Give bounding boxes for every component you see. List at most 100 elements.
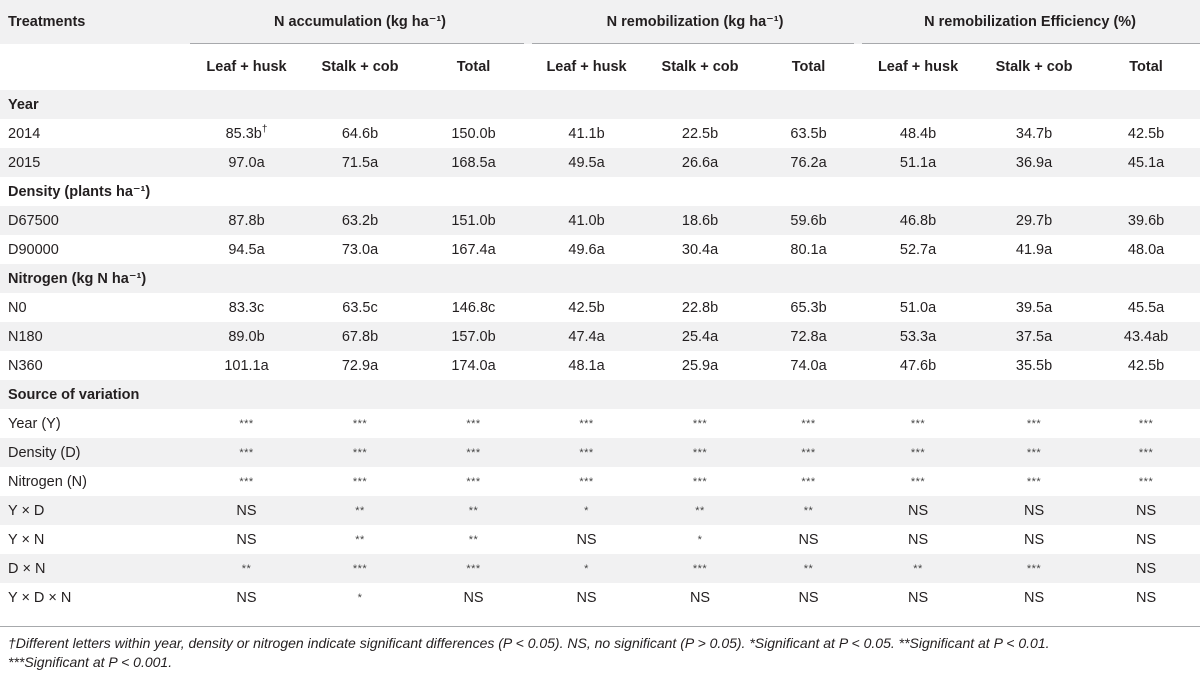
footnote-line-1: †Different letters within year, density …	[8, 635, 1050, 651]
data-table: Treatments N accumulation (kg ha⁻¹) N re…	[0, 0, 1200, 606]
table-cell: 157.0b	[451, 328, 496, 345]
table-row: 2015 97.0a 71.5a 168.5a 49.5a 26.6a 76.2a 51.1a…	[0, 148, 1200, 177]
table-row: N0 83.3c 63.5c 146.8c 42.5b 22.8b 65.3b 51.0a 39…	[0, 293, 1200, 322]
table-cell: 72.9a	[341, 357, 379, 374]
table-cell: 25.9a	[681, 357, 719, 374]
table-row: Y × N NS ** ** NS * NS NS NS NS	[0, 525, 1200, 554]
table-cell: 146.8c	[451, 299, 496, 316]
bottom-rule	[0, 626, 1200, 627]
table-row: D90000 94.5a 73.0a 167.4a 49.6a 30.4a 80.1a 52.…	[0, 235, 1200, 264]
row-label: N0	[8, 299, 27, 316]
table-cell: ***	[1026, 475, 1042, 488]
table-cell: 47.4a	[568, 328, 605, 345]
table-cell: 42.5b	[1127, 357, 1165, 374]
table-cell: NS	[689, 589, 711, 606]
table-row: D × N ** *** *** * *** ** ** *** NS	[0, 554, 1200, 583]
table-cell: NS	[1023, 531, 1045, 548]
table-cell: NS	[798, 589, 819, 606]
table-cell: 39.5a	[1015, 299, 1053, 316]
table-cell: ***	[579, 417, 594, 430]
section-label: Source of variation	[8, 386, 140, 403]
group-underline	[862, 43, 1200, 44]
section-label: Nitrogen (kg N ha⁻¹)	[8, 270, 147, 287]
subcolumn-header: Leaf + husk	[877, 59, 959, 75]
table-cell: ***	[1026, 446, 1042, 459]
table-cell: ***	[910, 417, 926, 430]
table-row: D67500 87.8b 63.2b 151.0b 41.0b 18.6b 59.6b 46.…	[0, 206, 1200, 235]
table-cell: 167.4a	[451, 241, 496, 258]
table-cell: NS	[798, 531, 819, 548]
table-cell: 83.3c	[228, 299, 265, 316]
footnote: †Different letters within year, density …	[8, 634, 1193, 672]
table-cell: 97.0a	[228, 154, 265, 171]
table-cell: 22.5b	[681, 125, 719, 142]
table-cell: 47.6b	[899, 357, 937, 374]
table-cell: 49.6a	[568, 241, 605, 258]
table-cell: **	[803, 504, 814, 517]
table-cell: *	[584, 562, 589, 575]
section-row: Nitrogen (kg N ha⁻¹)	[0, 264, 1200, 293]
row-label: N360	[8, 357, 43, 374]
table-cell: 63.5b	[790, 125, 827, 142]
footnote-line-2: ***Significant at P < 0.001.	[8, 654, 173, 670]
table-cell: 59.6b	[790, 212, 827, 229]
table-cell: **	[355, 533, 365, 546]
table-cell: ***	[1138, 446, 1154, 459]
table-cell: 39.6b	[1127, 212, 1165, 229]
table-cell: **	[355, 504, 365, 517]
table-row: N360 101.1a 72.9a 174.0a 48.1a 25.9a 74.0a 47.6…	[0, 351, 1200, 380]
table-cell: 36.9a	[1015, 154, 1053, 171]
table-cell: ***	[579, 475, 594, 488]
group-header-label: N remobilization Efficiency (%)	[924, 14, 1137, 30]
table-cell: ***	[801, 446, 816, 459]
table-cell: ***	[352, 475, 368, 488]
treatments-header: Treatments	[8, 14, 86, 30]
table-cell: ***	[910, 446, 926, 459]
table-cell: 53.3a	[899, 328, 937, 345]
table-cell: *	[697, 533, 703, 546]
table-row: N180 89.0b 67.8b 157.0b 47.4a 25.4a 72.8a 53.3a…	[0, 322, 1200, 351]
row-label: 2015	[8, 154, 41, 171]
table-cell: NS	[907, 502, 929, 519]
table-cell: 41.9a	[1015, 241, 1053, 258]
group-header-n-accumulation: N accumulation (kg ha⁻¹)	[190, 0, 530, 44]
row-label: Y × D × N	[8, 589, 72, 606]
table-cell: ***	[692, 562, 708, 575]
empty-header-cell	[0, 44, 190, 90]
table-cell: ***	[1138, 417, 1154, 430]
table-cell: **	[241, 562, 252, 575]
subcolumn-header: Stalk + cob	[321, 59, 399, 75]
table-cell: 45.5a	[1127, 299, 1165, 316]
table-cell: NS	[1023, 589, 1045, 606]
table-cell: NS	[236, 531, 257, 548]
row-label: N180	[8, 328, 43, 345]
table-cell: 43.4ab	[1123, 328, 1169, 345]
table-cell: 76.2a	[790, 154, 827, 171]
table-cell: 41.1b	[568, 125, 605, 142]
top-rule	[0, 0, 1200, 1]
table-cell: 168.5a	[451, 154, 496, 171]
table-cell: 22.8b	[681, 299, 719, 316]
table-cell: 67.8b	[341, 328, 379, 345]
group-header-label: N accumulation (kg ha⁻¹)	[274, 14, 447, 30]
table-cell: **	[803, 562, 814, 575]
table-cell: 34.7b	[1015, 125, 1053, 142]
table-cell: NS	[907, 531, 929, 548]
table-cell: 30.4a	[681, 241, 719, 258]
table-row: 2014 85.3b† 64.6b 150.0b 41.1b 22.5b 63.5b 48.4…	[0, 119, 1200, 148]
table-cell: NS	[576, 531, 597, 548]
table-cell: ***	[466, 475, 481, 488]
table-cell: NS	[1135, 589, 1157, 606]
table-cell: **	[913, 562, 923, 575]
row-label: D67500	[8, 212, 59, 229]
table-cell: 151.0b	[451, 212, 496, 229]
table-cell: ***	[352, 417, 368, 430]
subcolumn-header: Stalk + cob	[995, 59, 1073, 75]
row-label: Nitrogen (N)	[8, 473, 87, 490]
row-label: D × N	[8, 560, 46, 577]
table-cell: *	[357, 591, 363, 604]
table-cell: 25.4a	[681, 328, 719, 345]
table-cell: 101.1a	[224, 357, 269, 374]
header-subcolumn-row: Leaf + husk Stalk + cob Total Leaf + husk St…	[0, 44, 1200, 90]
